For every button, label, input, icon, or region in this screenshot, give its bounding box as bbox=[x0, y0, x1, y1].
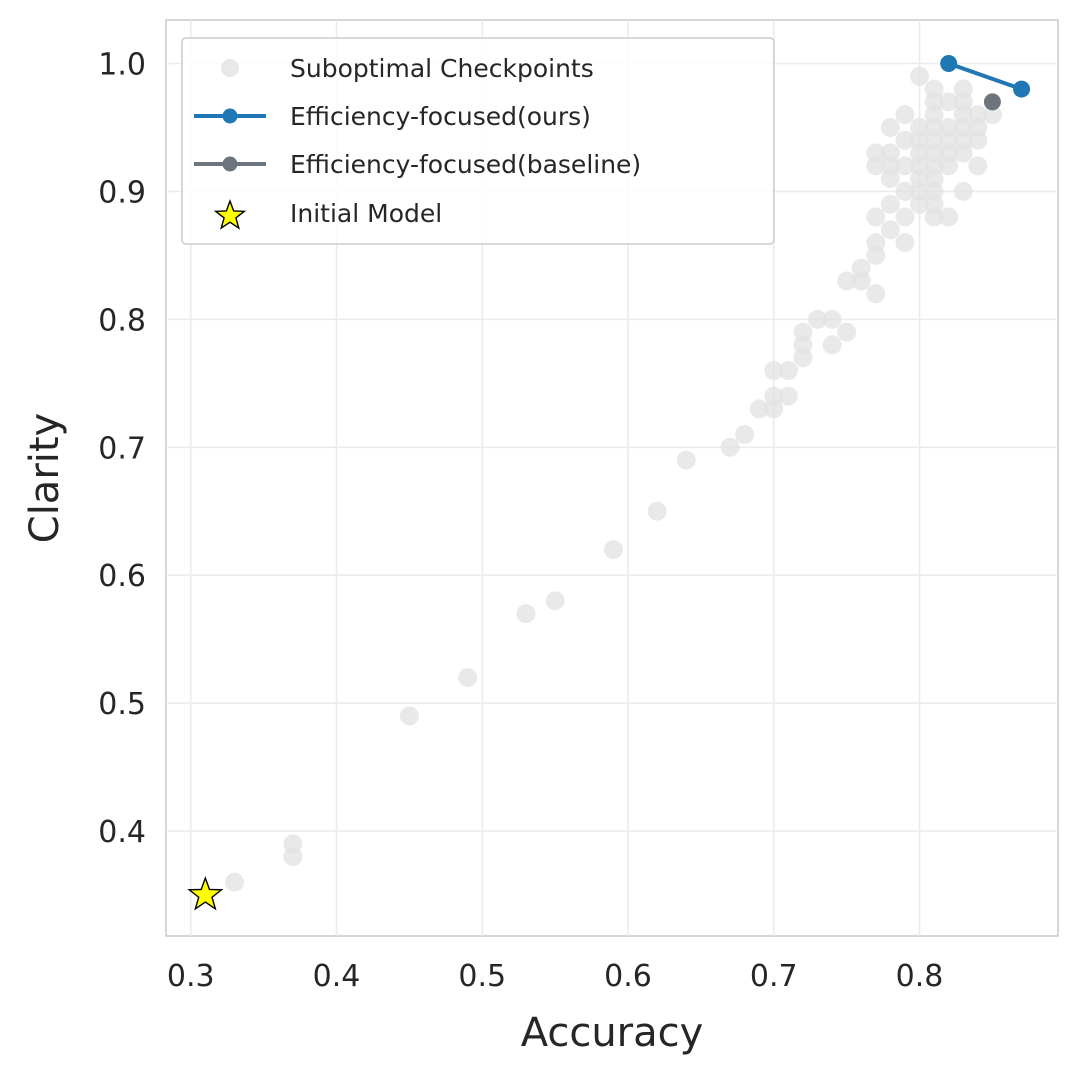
scatter-point bbox=[778, 361, 798, 381]
scatter-point bbox=[399, 706, 419, 726]
scatter-point bbox=[968, 105, 988, 125]
scatter-point bbox=[953, 79, 973, 99]
scatter-point bbox=[283, 847, 303, 867]
legend: Suboptimal Checkpoints Efficiency-focuse… bbox=[181, 37, 775, 245]
scatter-point bbox=[837, 271, 857, 291]
scatter-point bbox=[939, 207, 959, 227]
scatter-point bbox=[764, 361, 784, 381]
scatter-point bbox=[939, 92, 959, 112]
x-tick-label: 0.6 bbox=[604, 959, 652, 994]
legend-label-suboptimal: Suboptimal Checkpoints bbox=[290, 54, 594, 83]
series-suboptimal-checkpoints bbox=[225, 66, 1002, 892]
scatter-point bbox=[749, 399, 769, 419]
scatter-point bbox=[895, 130, 915, 150]
x-tick-label: 0.8 bbox=[896, 959, 944, 994]
scatter-point bbox=[866, 284, 886, 304]
line-point bbox=[1013, 80, 1031, 98]
x-tick-label: 0.3 bbox=[167, 959, 215, 994]
scatter-point bbox=[895, 233, 915, 253]
y-tick-label: 0.5 bbox=[98, 687, 146, 722]
scatter-point bbox=[647, 501, 667, 521]
scatter-point bbox=[982, 105, 1002, 125]
series-layer bbox=[187, 54, 1031, 911]
line-point bbox=[940, 54, 958, 72]
scatter-point bbox=[808, 309, 828, 329]
scatter-point bbox=[910, 117, 930, 137]
legend-label-ours: Efficiency-focused(ours) bbox=[290, 102, 591, 131]
scatter-point bbox=[880, 220, 900, 240]
legend-marker-ours bbox=[222, 108, 238, 124]
scatter-point bbox=[895, 207, 915, 227]
legend-marker-initial-model-star-icon bbox=[213, 198, 247, 230]
legend-label-initial-model: Initial Model bbox=[290, 199, 442, 228]
line-point bbox=[983, 93, 1001, 111]
scatter-point bbox=[458, 668, 478, 688]
scatter-point bbox=[778, 386, 798, 406]
y-tick-label: 0.7 bbox=[98, 431, 146, 466]
legend-marker-suboptimal bbox=[221, 59, 239, 77]
series-line bbox=[948, 61, 1023, 91]
scatter-point bbox=[822, 335, 842, 355]
scatter-point bbox=[880, 143, 900, 163]
scatter-point bbox=[793, 322, 813, 342]
series-efficiency-focused-baseline bbox=[983, 93, 1001, 111]
y-tick-label: 0.4 bbox=[98, 815, 146, 850]
legend-frame bbox=[181, 37, 775, 245]
y-tick-label: 1.0 bbox=[98, 47, 146, 82]
legend-label-baseline: Efficiency-focused(baseline) bbox=[290, 150, 641, 179]
scatter-point bbox=[924, 79, 944, 99]
scatter-point bbox=[910, 66, 930, 86]
scatter-point bbox=[895, 105, 915, 125]
scatter-point bbox=[866, 143, 886, 163]
scatter-point bbox=[735, 425, 755, 445]
scatter-point bbox=[720, 437, 740, 457]
y-tick-label: 0.9 bbox=[98, 175, 146, 210]
scatter-point bbox=[880, 117, 900, 137]
scatter-point bbox=[764, 386, 784, 406]
x-tick-label: 0.4 bbox=[313, 959, 361, 994]
scatter-point bbox=[866, 207, 886, 227]
scatter-point bbox=[822, 309, 842, 329]
y-axis-label: Clarity bbox=[22, 413, 68, 543]
tick-labels: 0.3 0.4 0.5 0.6 0.7 0.8 0.4 0.5 0.6 0.7 0.8 0.9 1.0 bbox=[98, 47, 943, 994]
series-initial-model bbox=[187, 876, 224, 911]
scatter-point bbox=[880, 194, 900, 214]
y-tick-label: 0.6 bbox=[98, 559, 146, 594]
scatter-point bbox=[895, 181, 915, 201]
scatter-point bbox=[516, 604, 536, 624]
scatter-point bbox=[939, 117, 959, 137]
scatter-point bbox=[545, 591, 565, 611]
x-tick-label: 0.5 bbox=[458, 959, 506, 994]
scatter-point bbox=[866, 233, 886, 253]
scatter-point bbox=[953, 181, 973, 201]
scatter-point bbox=[895, 156, 915, 176]
scatter-point bbox=[225, 872, 245, 892]
star-point bbox=[187, 876, 224, 911]
scatter-point bbox=[851, 258, 871, 278]
series-efficiency-focused-ours bbox=[940, 54, 1031, 98]
scatter-point bbox=[837, 322, 857, 342]
scatter-point bbox=[603, 540, 623, 560]
y-tick-label: 0.8 bbox=[98, 303, 146, 338]
legend-marker-baseline bbox=[222, 156, 238, 172]
x-tick-label: 0.7 bbox=[750, 959, 798, 994]
x-axis-label: Accuracy bbox=[521, 1010, 704, 1056]
scatter-point bbox=[968, 156, 988, 176]
scatter-point bbox=[676, 450, 696, 470]
